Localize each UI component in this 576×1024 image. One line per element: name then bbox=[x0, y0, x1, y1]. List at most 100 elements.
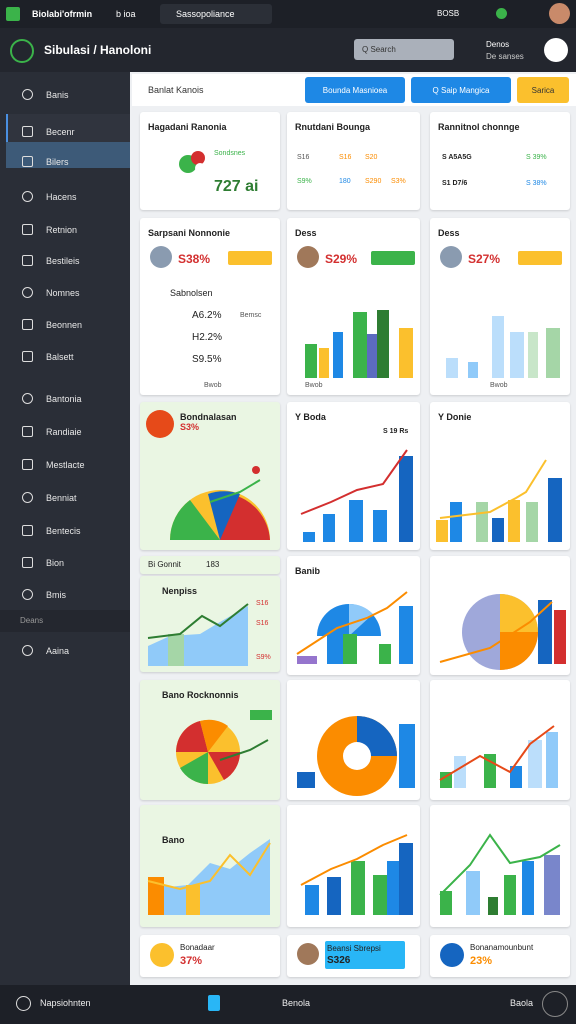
card-sub: Sabnolsen bbox=[170, 288, 213, 298]
button[interactable]: Bounda Masnioea bbox=[305, 77, 405, 103]
nav-icon bbox=[22, 191, 33, 202]
icon bbox=[179, 151, 205, 173]
chart bbox=[436, 459, 562, 542]
nav-icon bbox=[22, 589, 33, 600]
avatar bbox=[297, 943, 319, 965]
nav-item[interactable]: Nomnes bbox=[46, 288, 80, 298]
icon bbox=[16, 996, 31, 1011]
badge bbox=[228, 251, 272, 265]
card: Bondnalasan S3% bbox=[140, 402, 280, 550]
card: Bano bbox=[140, 805, 280, 927]
footer-right[interactable]: Baola bbox=[510, 998, 534, 1008]
nav-item[interactable]: Randiaie bbox=[46, 427, 82, 437]
chart bbox=[147, 839, 271, 915]
tab[interactable]: Sassopoliance bbox=[176, 9, 235, 19]
nav-icon bbox=[22, 525, 33, 536]
card bbox=[430, 680, 570, 800]
tab[interactable]: b ioa bbox=[116, 9, 136, 19]
card bbox=[430, 805, 570, 927]
nav-icon bbox=[22, 126, 33, 137]
card: Bonadaar 37% bbox=[140, 935, 280, 977]
card: Y Donie bbox=[430, 402, 570, 550]
card: Nenpiss S16 S16 S9% bbox=[140, 576, 280, 672]
tab-active[interactable] bbox=[160, 4, 272, 24]
card-title: Sarpsani Nonnonie bbox=[148, 228, 231, 238]
nav-item[interactable]: Balsett bbox=[46, 352, 74, 362]
chart bbox=[300, 834, 413, 915]
status bbox=[496, 8, 507, 19]
add-button[interactable] bbox=[542, 991, 568, 1017]
card: Rannitnol chonnge S A5A5G S 39% S1 D7/6 … bbox=[430, 112, 570, 210]
nav-item[interactable]: Bilers bbox=[46, 157, 69, 167]
button[interactable]: Q Saip Mangica bbox=[411, 77, 511, 103]
chart bbox=[439, 725, 558, 788]
chart bbox=[300, 449, 413, 542]
card-title: Bondnalasan bbox=[180, 412, 237, 422]
app-name: Biolabi'ofrmin bbox=[32, 9, 93, 19]
card-line: A6.2% bbox=[192, 310, 222, 321]
nav-item[interactable]: Retnion bbox=[46, 225, 78, 235]
avatar bbox=[297, 246, 319, 268]
nav-highlight bbox=[6, 114, 130, 142]
card: Dess S27% Bwob bbox=[430, 218, 570, 395]
nav-icon bbox=[22, 492, 33, 503]
card bbox=[430, 556, 570, 675]
chart bbox=[439, 594, 566, 670]
card-line: S 38% bbox=[526, 180, 547, 187]
card: Rnutdani Bounga S16 S16 S20 S9% 180 S290… bbox=[287, 112, 420, 210]
card-foot: Bwob bbox=[305, 382, 323, 389]
card-value: S38% bbox=[178, 252, 211, 266]
card-line: H2.2% bbox=[192, 332, 223, 343]
icon bbox=[208, 995, 220, 1011]
nav-item[interactable]: Beonnen bbox=[46, 320, 83, 330]
card-line: S 39% bbox=[526, 154, 547, 161]
card-foot: Bwob bbox=[490, 382, 508, 389]
nav-item[interactable]: Bantonia bbox=[46, 394, 82, 404]
nav-item[interactable]: Bestileis bbox=[46, 256, 80, 266]
nav-item[interactable]: Bmis bbox=[46, 590, 66, 600]
card-title: Rnutdani Bounga bbox=[295, 122, 370, 132]
card-sub: Sondsnes bbox=[214, 150, 246, 157]
avatar bbox=[440, 246, 462, 268]
nav-item[interactable]: Bentecis bbox=[46, 526, 81, 536]
card-title: Rannitnol chonnge bbox=[438, 122, 520, 132]
nav-item[interactable]: Banis bbox=[46, 90, 69, 100]
sidebar: Deans Aaina bbox=[0, 72, 130, 985]
card-line: S16 bbox=[297, 154, 310, 161]
section bbox=[0, 610, 130, 632]
nav-icon bbox=[22, 645, 33, 656]
search-text[interactable]: Q Search bbox=[362, 45, 396, 54]
nav-item[interactable]: Hacens bbox=[46, 192, 77, 202]
nav-item[interactable]: Bion bbox=[46, 558, 65, 568]
footer: Napsiohnten Benola Baola bbox=[0, 985, 576, 1024]
nav-item[interactable]: Aaina bbox=[46, 646, 70, 656]
button[interactable]: Sarica bbox=[517, 77, 569, 103]
avatar[interactable] bbox=[549, 3, 570, 24]
card-line: S290 bbox=[365, 178, 382, 185]
card-title: Y Boda bbox=[295, 412, 326, 422]
toolbar-title: Banlat Kanois bbox=[148, 85, 204, 95]
nav-item[interactable]: Mestlacte bbox=[46, 460, 85, 470]
nav-item[interactable]: Benniat bbox=[46, 493, 77, 503]
card-title: Bonanamounbunt bbox=[470, 943, 534, 952]
strip-value: 183 bbox=[206, 560, 220, 569]
search-box[interactable] bbox=[354, 39, 454, 60]
card-line: S9% bbox=[297, 178, 312, 185]
card-line: S3% bbox=[391, 178, 406, 185]
footer-mid[interactable]: Benola bbox=[282, 998, 311, 1008]
strip-title: Bi Gonnit bbox=[148, 560, 181, 569]
profile-button[interactable] bbox=[544, 38, 568, 62]
chart bbox=[146, 410, 270, 540]
card-value: 23% bbox=[470, 955, 493, 967]
chart bbox=[176, 710, 272, 785]
nav-active[interactable] bbox=[6, 142, 130, 168]
card: Bonanamounbunt 23% bbox=[430, 935, 570, 977]
nav-icon bbox=[22, 287, 33, 298]
nav-icon bbox=[22, 393, 33, 404]
footer-left: Napsiohnten bbox=[40, 998, 91, 1008]
card-line: S9% bbox=[256, 654, 271, 661]
chart bbox=[446, 316, 560, 378]
nav-item[interactable]: Becenr bbox=[46, 127, 75, 137]
chart bbox=[305, 310, 413, 378]
